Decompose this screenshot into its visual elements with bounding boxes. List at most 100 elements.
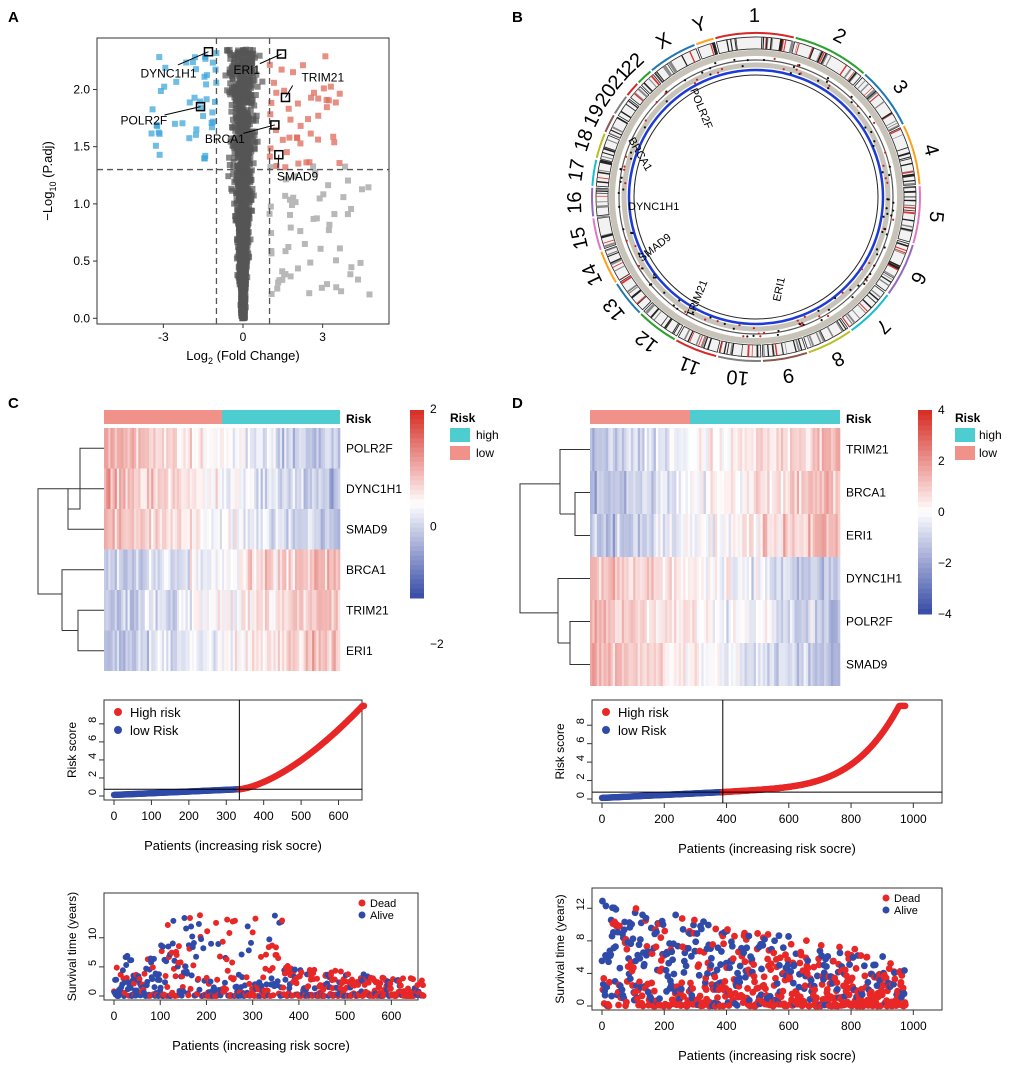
alive-point (149, 976, 156, 983)
heatmap-cell (590, 428, 593, 471)
heatmap-cell (655, 557, 659, 600)
volcano-point (315, 136, 322, 143)
cytoband (821, 53, 829, 65)
heatmap-cell (140, 428, 143, 469)
heatmap-cell (303, 428, 306, 469)
track-point (890, 214, 893, 217)
heatmap-cell (262, 549, 266, 590)
heatmap-cell (758, 600, 761, 643)
heatmap-cell (783, 600, 786, 643)
heatmap-cell (658, 557, 661, 600)
heatmap-cell (724, 557, 727, 600)
heatmap-cell (765, 514, 768, 557)
scale-step (918, 527, 932, 533)
cytoband (723, 341, 728, 354)
volcano-point (229, 116, 236, 123)
volcano-point (322, 53, 329, 60)
volcano-point (241, 294, 248, 301)
heatmap-cell (138, 428, 141, 469)
heatmap-cell (830, 514, 834, 557)
cytoband (896, 147, 909, 152)
alive-point (215, 940, 222, 947)
heatmap-cell (735, 428, 739, 471)
heatmap-cell (172, 549, 176, 590)
circos-track (621, 62, 891, 332)
heatmap-cell (337, 468, 341, 509)
heatmap-cell (771, 428, 775, 471)
heatmap-cell (166, 549, 169, 590)
heatmap-cell (774, 600, 777, 643)
heatmap-cell (687, 643, 691, 686)
dendrogram-branch (569, 621, 590, 665)
heatmap-cell (790, 514, 793, 557)
heatmap-cell (277, 509, 281, 550)
volcano-point (229, 75, 236, 82)
heatmap-cell (181, 630, 184, 671)
heatmap-cell (803, 600, 807, 643)
heatmap-cell (312, 590, 315, 631)
heatmap-cell (131, 630, 135, 671)
heatmap-cell (284, 590, 287, 631)
volcano-point (152, 142, 159, 149)
heatmap-cell (241, 468, 244, 509)
heatmap-cell (127, 428, 131, 469)
heatmap-cell (159, 428, 163, 469)
cytoband (643, 82, 653, 92)
heatmap-cell (658, 600, 661, 643)
heatmap-cell (129, 428, 133, 469)
heatmap-cell (196, 590, 199, 631)
heatmap-cell (185, 590, 188, 631)
scale-step (918, 410, 932, 416)
volcano-point (317, 245, 324, 252)
heatmap-cell (202, 590, 206, 631)
chromosome-label-14: 14 (578, 260, 607, 290)
heatmap-cell (799, 643, 802, 686)
heatmap-cell (331, 428, 334, 469)
heatmap-cell (176, 549, 180, 590)
heatmap-cell (758, 557, 761, 600)
volcano-point (244, 94, 251, 101)
heatmap-cell (712, 643, 716, 686)
heatmap-cell (735, 514, 739, 557)
heatmap-cell (733, 471, 736, 514)
heatmap-cell (792, 428, 795, 471)
scale-step (410, 428, 424, 434)
heatmap-cell (209, 549, 212, 590)
volcano-point (239, 250, 246, 257)
heatmap-cell (320, 630, 324, 671)
volcano-point (250, 160, 257, 167)
heatmap-cell (710, 428, 714, 471)
cytoband (767, 344, 770, 357)
heatmap-cell (796, 514, 800, 557)
heatmap-cell (626, 428, 629, 471)
volcano-point (227, 80, 234, 87)
c-legend-title: Risk (450, 411, 476, 425)
volcano-point (250, 117, 257, 124)
cytoband (809, 47, 815, 60)
legend-dead-dot (358, 899, 366, 907)
heatmap-cell (753, 428, 757, 471)
heatmap-cell (708, 600, 711, 643)
heatmap-cell (783, 643, 786, 686)
heatmap-cell (787, 514, 791, 557)
cytoband (806, 335, 812, 348)
heatmap-cell (646, 514, 650, 557)
track-point (654, 276, 657, 279)
heatmap-cell (699, 514, 702, 557)
heatmap-cell (151, 509, 154, 550)
volcano-ylabel: −Log10 (P.adj) (40, 141, 58, 221)
cytoband (620, 110, 632, 119)
volcano-point (226, 154, 233, 161)
heatmap-cell (335, 590, 339, 631)
heatmap-cell (685, 600, 689, 643)
alive-point (271, 912, 278, 919)
volcano-point (267, 203, 274, 210)
heatmap-cell (153, 590, 156, 631)
heatmap-cell (123, 428, 126, 469)
volcano-point (286, 134, 293, 141)
heatmap-cell (104, 590, 107, 631)
heatmap-cell (824, 471, 827, 514)
heatmap-cell (134, 428, 137, 469)
track-point (676, 307, 679, 310)
track-point (624, 181, 627, 185)
